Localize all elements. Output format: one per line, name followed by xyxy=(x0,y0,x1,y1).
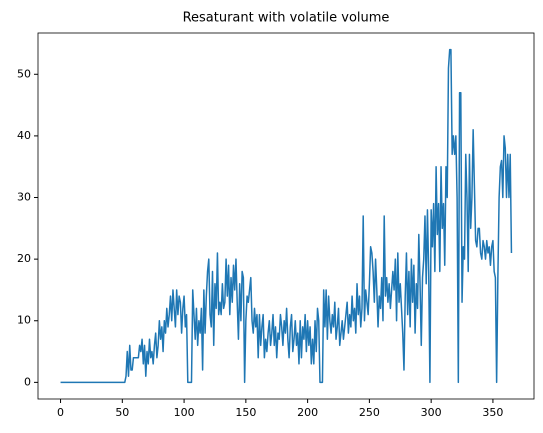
y-tick-label: 30 xyxy=(17,191,31,204)
y-tick-label: 20 xyxy=(17,252,31,265)
y-tick-label: 50 xyxy=(17,67,31,80)
x-tick-label: 50 xyxy=(115,406,129,419)
x-tick-label: 100 xyxy=(174,406,195,419)
x-tick-label: 0 xyxy=(57,406,64,419)
data-line xyxy=(60,48,513,384)
x-tick-label: 250 xyxy=(359,406,380,419)
chart-title: Resaturant with volatile volume xyxy=(183,11,390,26)
x-tick-label: 300 xyxy=(421,406,442,419)
y-tick-label: 0 xyxy=(24,375,31,388)
x-tick-label: 150 xyxy=(235,406,256,419)
axes-frame xyxy=(37,32,535,400)
x-tick-label: 200 xyxy=(297,406,318,419)
x-tick-label: 350 xyxy=(482,406,503,419)
y-tick-label: 10 xyxy=(17,314,31,327)
y-tick-label: 40 xyxy=(17,129,31,142)
